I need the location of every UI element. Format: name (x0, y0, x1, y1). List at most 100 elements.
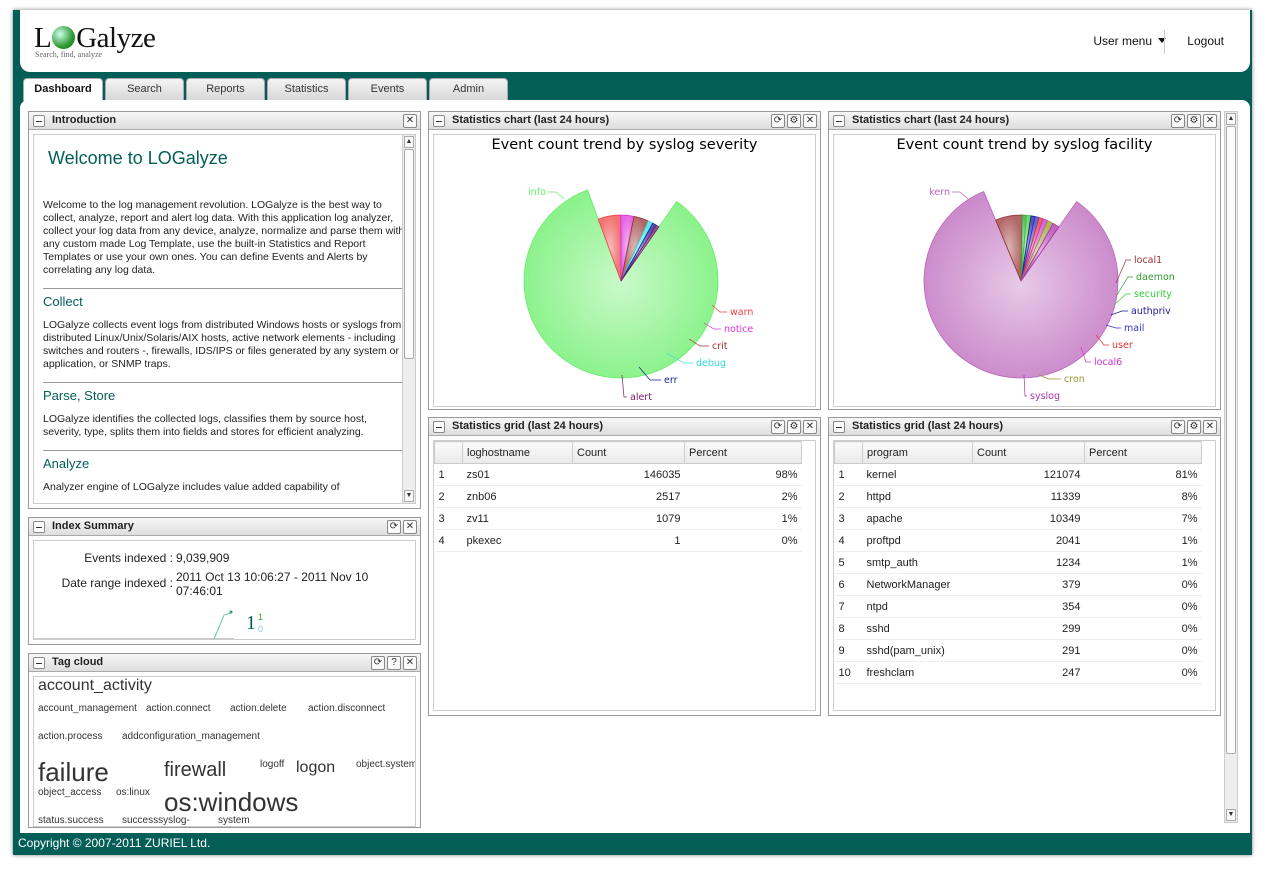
close-icon[interactable]: ✕ (403, 114, 417, 128)
help-icon[interactable]: ? (387, 656, 401, 670)
range-label: Date range indexed : (61, 576, 173, 590)
tag-link[interactable]: logon (296, 759, 336, 776)
tag-link[interactable]: action.disconnect (308, 703, 386, 714)
minimize-button[interactable] (433, 421, 445, 433)
user-menu[interactable]: User menu (1093, 34, 1166, 48)
pie-leader-alert (621, 374, 627, 398)
close-icon[interactable]: ✕ (1203, 420, 1217, 434)
row-index: 10 (834, 661, 863, 684)
table-row[interactable]: 6 NetworkManager 379 0% (834, 573, 1202, 596)
minimize-button[interactable] (33, 115, 45, 127)
tag-link[interactable]: os:linux (116, 787, 150, 798)
pie-leader-cron (1038, 374, 1061, 380)
refresh-icon[interactable]: ⟳ (771, 114, 785, 128)
tab-statistics[interactable]: Statistics (267, 78, 346, 100)
column-header[interactable]: Count (972, 441, 1085, 464)
row-percent: 0% (1084, 573, 1202, 596)
tag-link[interactable]: addconfiguration_management (122, 731, 260, 742)
tab-admin[interactable]: Admin (429, 78, 508, 100)
table-row[interactable]: 4 proftpd 2041 1% (834, 529, 1202, 552)
close-icon[interactable]: ✕ (1203, 114, 1217, 128)
events-value: 9,039,909 (176, 551, 230, 565)
tab-dashboard[interactable]: Dashboard (23, 78, 103, 101)
minimize-button[interactable] (833, 115, 845, 127)
close-icon[interactable]: ✕ (403, 656, 417, 670)
severity-chart: Event count trend by syslog severity inf… (433, 134, 816, 407)
tag-link[interactable]: action.delete (230, 703, 287, 714)
tab-search[interactable]: Search (105, 78, 184, 100)
refresh-icon[interactable]: ⟳ (771, 420, 785, 434)
refresh-icon[interactable]: ⟳ (371, 656, 385, 670)
pie-leader-kern (952, 191, 969, 200)
tag-link[interactable]: object.system (356, 759, 416, 770)
column-header[interactable]: Count (572, 441, 685, 464)
tag-link[interactable]: os:windows (164, 787, 299, 817)
intro-paragraph: Welcome to the log management revolution… (43, 199, 405, 276)
minimize-button[interactable] (33, 521, 45, 533)
scroll-down-icon[interactable]: ▼ (404, 490, 414, 502)
scroll-up-icon[interactable]: ▲ (1226, 113, 1236, 125)
minimize-button[interactable] (33, 657, 45, 669)
tag-link[interactable]: status.success (38, 815, 104, 826)
tag-link[interactable]: logoff (260, 759, 285, 770)
table-row[interactable]: 10 freshclam 247 0% (834, 661, 1202, 684)
tag-link[interactable]: action.connect (146, 703, 211, 714)
gear-icon[interactable]: ⚙ (787, 114, 801, 128)
table-row[interactable]: 7 ntpd 354 0% (834, 595, 1202, 618)
table-row[interactable]: 4 pkexec 1 0% (434, 529, 802, 552)
tag-link[interactable]: object_access (38, 787, 102, 798)
scroll-thumb[interactable] (1226, 126, 1236, 754)
tab-reports[interactable]: Reports (186, 78, 265, 100)
logout-link[interactable]: Logout (1187, 34, 1224, 48)
row-percent: 2% (684, 485, 802, 508)
page-scrollbar[interactable]: ▲ ▼ (1224, 111, 1238, 823)
tag-link[interactable]: account_activity (38, 677, 152, 694)
column-header[interactable]: program (862, 441, 973, 464)
close-icon[interactable]: ✕ (403, 520, 417, 534)
table-row[interactable]: 1 zs01 146035 98% (434, 463, 802, 486)
minimize-button[interactable] (433, 115, 445, 127)
pie-slice-kern[interactable] (923, 190, 1119, 379)
table-row[interactable]: 2 znb06 2517 2% (434, 485, 802, 508)
refresh-icon[interactable]: ⟳ (1171, 114, 1185, 128)
row-percent: 0% (1084, 639, 1202, 662)
table-row[interactable]: 1 kernel 121074 81% (834, 463, 1202, 486)
introduction-panel: Introduction ✕ Welcome to LOGalyze Welco… (28, 111, 421, 509)
table-row[interactable]: 3 zv11 1079 1% (434, 507, 802, 530)
tag-link[interactable]: system (218, 815, 250, 826)
refresh-icon[interactable]: ⟳ (387, 520, 401, 534)
pie-slice-info[interactable] (523, 189, 719, 379)
logo: L Galyze (34, 22, 156, 54)
table-row[interactable]: 5 smtp_auth 1234 1% (834, 551, 1202, 574)
gear-icon[interactable]: ⚙ (1187, 114, 1201, 128)
scroll-up-icon[interactable]: ▲ (404, 136, 414, 148)
tag-link[interactable]: successsyslog- (122, 815, 190, 826)
pie-label-local1: local1 (1134, 255, 1162, 266)
tag-link[interactable]: action.process (38, 731, 103, 742)
column-header[interactable]: Percent (684, 441, 802, 464)
gear-icon[interactable]: ⚙ (787, 420, 801, 434)
tag-cloud-content: account_activity account_management acti… (33, 676, 416, 827)
table-row[interactable]: 8 sshd 299 0% (834, 617, 1202, 640)
pie-slice-alert[interactable] (620, 224, 660, 282)
scroll-down-icon[interactable]: ▼ (1226, 809, 1236, 821)
tag-link[interactable]: account_management (38, 703, 137, 714)
tab-events[interactable]: Events (348, 78, 427, 100)
pie-label-daemon: daemon (1136, 272, 1175, 283)
refresh-icon[interactable]: ⟳ (1171, 420, 1185, 434)
close-icon[interactable]: ✕ (803, 420, 817, 434)
table-row[interactable]: 2 httpd 11339 8% (834, 485, 1202, 508)
tag-link[interactable]: failure (38, 757, 109, 787)
tag-link[interactable]: firewall (164, 759, 227, 781)
column-header[interactable]: Percent (1084, 441, 1202, 464)
intro-scrollbar[interactable]: ▲ ▼ (402, 135, 415, 503)
minimize-button[interactable] (833, 421, 845, 433)
scroll-thumb[interactable] (404, 149, 414, 359)
gear-icon[interactable]: ⚙ (1187, 420, 1201, 434)
close-icon[interactable]: ✕ (803, 114, 817, 128)
table-row[interactable]: 3 apache 10349 7% (834, 507, 1202, 530)
pie-slice-syslog[interactable] (1020, 222, 1060, 282)
table-row[interactable]: 9 sshd(pam_unix) 291 0% (834, 639, 1202, 662)
pie-leader-mail (1105, 324, 1121, 329)
column-header[interactable]: loghostname (462, 441, 573, 464)
